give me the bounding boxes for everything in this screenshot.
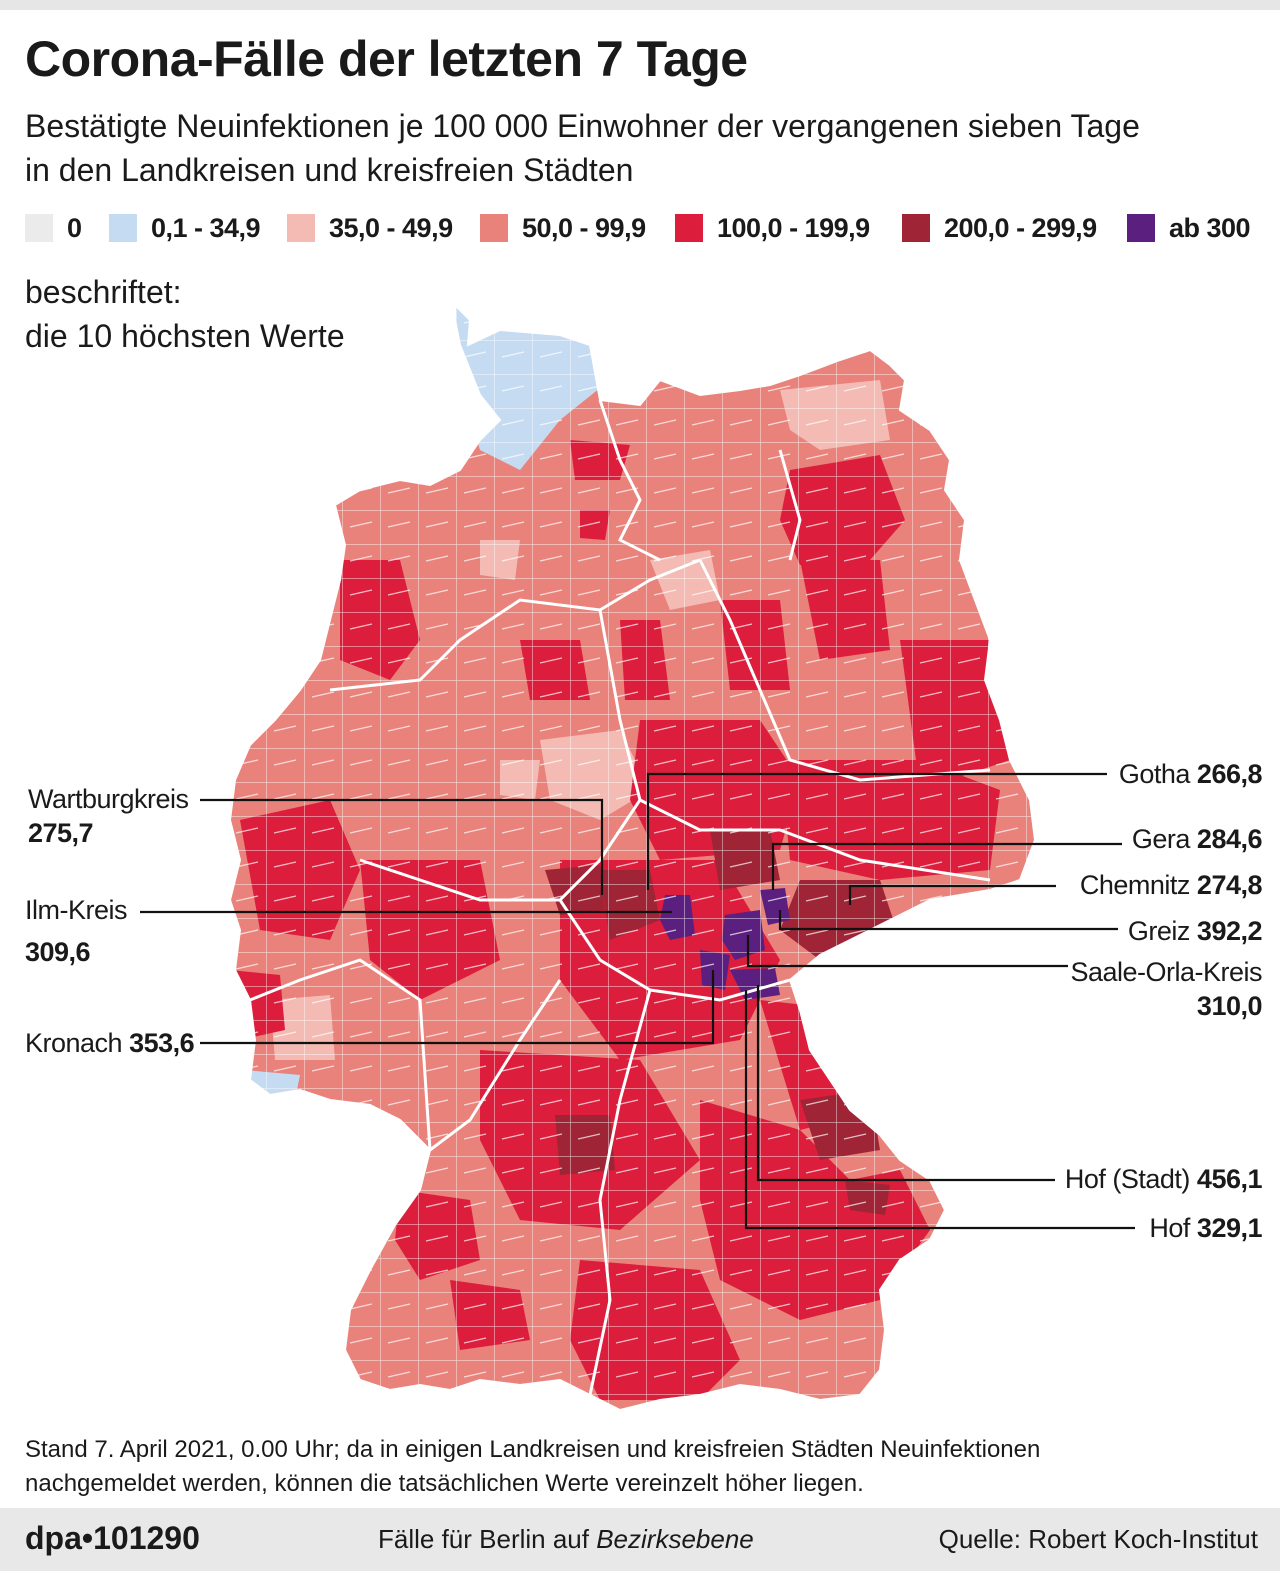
callout-name: Hof (Stadt) — [1064, 1164, 1191, 1194]
legend-label: 50,0 - 99,9 — [522, 212, 646, 243]
legend-label: ab 300 — [1169, 212, 1251, 243]
legend-label: 0 — [67, 212, 82, 243]
legend-swatch — [1127, 214, 1155, 242]
labeled-note: beschriftet: die 10 höchsten Werte — [25, 270, 345, 358]
legend-item-5: 200,0 - 299,9 — [902, 208, 1097, 248]
legend-label: 35,0 - 49,9 — [329, 212, 453, 243]
callout-value: 274,8 — [1196, 870, 1263, 900]
footer: dpa•101290 Fälle für Berlin auf Bezirkse… — [0, 1508, 1280, 1571]
legend-swatch — [109, 214, 137, 242]
labeled-note-line-1: beschriftet: — [25, 274, 182, 310]
legend-swatch — [480, 214, 508, 242]
callout-hof: Hof 329,1 — [1149, 1211, 1262, 1245]
callout-chemnitz: Chemnitz 274,8 — [1079, 868, 1263, 902]
callout-ilm-kreis: Ilm-Kreis 309,6 — [25, 893, 128, 969]
source: Quelle: Robert Koch-Institut — [938, 1524, 1258, 1554]
callout-name: Wartburgkreis — [28, 784, 189, 814]
callout-name: Ilm-Kreis — [25, 895, 128, 925]
callout-value: 353,6 — [129, 1028, 195, 1058]
leader-saale-orla-kreis — [746, 935, 1068, 968]
legend-swatch — [675, 214, 703, 242]
agency-logo: dpa•101290 — [25, 1520, 200, 1556]
germany-map — [140, 304, 1135, 1411]
callout-gera: Gera 284,6 — [1131, 822, 1263, 856]
legend-label: 100,0 - 199,9 — [717, 212, 870, 243]
footnote-line-1: Stand 7. April 2021, 0.00 Uhr; da in ein… — [25, 1436, 1041, 1463]
berlin-note-italic: Bezirksebene — [596, 1524, 754, 1554]
legend-swatch — [902, 214, 930, 242]
callout-value: 329,1 — [1196, 1213, 1263, 1243]
legend-item-0: 0 — [25, 208, 82, 248]
callout-name: Saale-Orla-Kreis — [1070, 957, 1262, 987]
callout-value: 456,1 — [1196, 1164, 1263, 1194]
callout-gotha: Gotha 266,8 — [1118, 757, 1263, 791]
legend-item-2: 35,0 - 49,9 — [287, 208, 453, 248]
leader-hof-stadt — [756, 985, 1055, 1182]
leader-chemnitz — [848, 884, 1056, 905]
top-bar — [0, 0, 1280, 10]
callout-name: Gera — [1131, 824, 1191, 854]
leader-gera — [771, 842, 1122, 890]
berlin-note-prefix: Fälle für Berlin auf — [378, 1524, 597, 1554]
legend-item-3: 50,0 - 99,9 — [480, 208, 646, 248]
legend-label: 0,1 - 34,9 — [151, 212, 261, 243]
callout-name: Hof — [1149, 1213, 1190, 1243]
leader-greiz — [778, 910, 1118, 931]
callout-value: 392,2 — [1196, 916, 1263, 946]
subtitle: Bestätigte Neuinfektionen je 100 000 Ein… — [25, 104, 1255, 192]
legend-item-6: ab 300 — [1127, 208, 1251, 248]
legend-item-1: 0,1 - 34,9 — [109, 208, 261, 248]
callout-value: 310,0 — [1196, 991, 1263, 1021]
footnote: Stand 7. April 2021, 0.00 Uhr; da in ein… — [25, 1433, 1255, 1501]
callout-value: 284,6 — [1196, 824, 1263, 854]
legend-item-4: 100,0 - 199,9 — [675, 208, 870, 248]
berlin-note: Fälle für Berlin auf Bezirksebene — [378, 1524, 754, 1555]
legend: 0 0,1 - 34,9 35,0 - 49,9 50,0 - 99,9 100… — [25, 208, 1265, 248]
subtitle-line-2: in den Landkreisen und kreisfreien Städt… — [25, 152, 634, 188]
labeled-note-line-2: die 10 höchsten Werte — [25, 318, 345, 354]
legend-swatch — [287, 214, 315, 242]
callout-name: Kronach — [25, 1028, 123, 1058]
callout-value: 266,8 — [1196, 759, 1263, 789]
subtitle-line-1: Bestätigte Neuinfektionen je 100 000 Ein… — [25, 108, 1140, 144]
page-title: Corona-Fälle der letzten 7 Tage — [25, 31, 748, 87]
district-borders — [230, 305, 1035, 1410]
leader-hof — [744, 990, 1135, 1230]
callout-name: Greiz — [1127, 916, 1191, 946]
callout-lines — [140, 772, 1135, 1230]
callout-wartburgkreis: Wartburgkreis 275,7 — [28, 782, 189, 850]
leader-wartburgkreis — [200, 798, 604, 895]
map-regions — [230, 305, 1035, 1410]
leader-gotha — [646, 772, 1107, 890]
footnote-line-2: nachgemeldet werden, können die tatsächl… — [25, 1470, 864, 1497]
state-borders — [249, 399, 991, 1396]
callout-saale-orla-kreis: Saale-Orla-Kreis 310,0 — [1070, 955, 1262, 1023]
legend-label: 200,0 - 299,9 — [944, 212, 1097, 243]
callout-name: Chemnitz — [1079, 870, 1191, 900]
callout-kronach: Kronach 353,6 — [25, 1026, 195, 1060]
callout-value: 309,6 — [25, 937, 91, 967]
callout-hof-stadt: Hof (Stadt) 456,1 — [1064, 1162, 1263, 1196]
callout-greiz: Greiz 392,2 — [1127, 914, 1263, 948]
legend-swatch — [25, 214, 53, 242]
callout-name: Gotha — [1118, 759, 1191, 789]
leader-kronach — [200, 970, 715, 1045]
callout-value: 275,7 — [28, 818, 94, 848]
